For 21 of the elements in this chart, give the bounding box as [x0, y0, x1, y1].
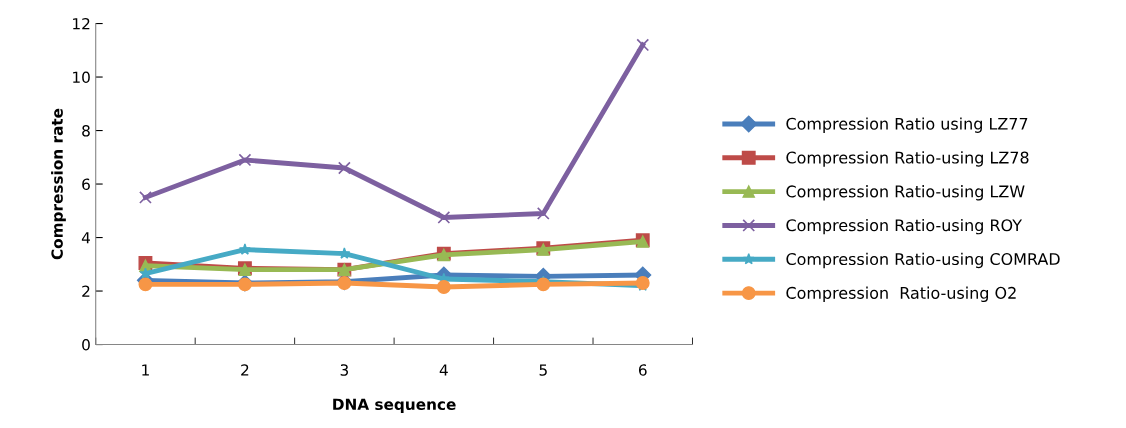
x-tick-label: 1	[142, 364, 149, 376]
y-tick-label: 8	[82, 125, 90, 137]
x-tick-label: 5	[539, 364, 547, 376]
y-tick-label: 12	[73, 18, 90, 30]
legend-label: Compression Ratio-using LZW	[786, 185, 1025, 201]
legend-label: Compression Ratio-using ROY	[786, 218, 1023, 235]
x-tick-label: 6	[638, 364, 647, 376]
y-tick-label: 6	[82, 178, 90, 191]
legend-label: Compression Ratio-using LZ78	[786, 151, 1029, 167]
x-tick-label: 2	[241, 364, 249, 376]
x-tick-label: 4	[439, 364, 448, 376]
x-axis-title: DNA sequence	[333, 398, 456, 413]
y-tick-label: 10	[73, 71, 90, 84]
y-axis-title: Compression rate	[51, 108, 66, 260]
y-tick-label: 2	[82, 285, 90, 297]
legend-label: Compression Ratio-using COMRAD	[786, 252, 1060, 269]
legend-label: Compression Ratio using LZ77	[786, 117, 1028, 133]
y-tick-label: 0	[82, 339, 90, 351]
legend-label: Compression Ratio-using O2	[786, 286, 1016, 303]
y-tick-label: 4	[81, 232, 90, 244]
x-tick-label: 3	[340, 364, 348, 376]
